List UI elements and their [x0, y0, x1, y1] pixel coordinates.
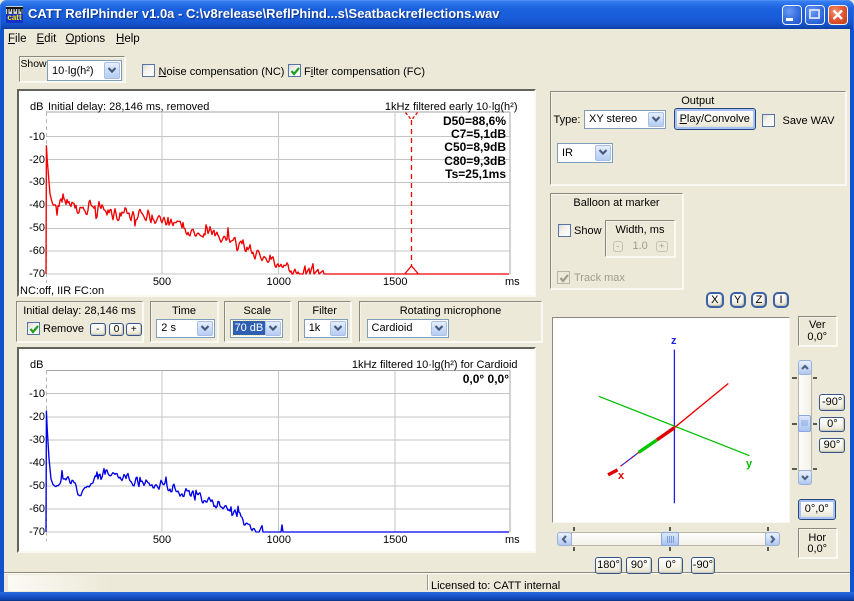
svg-text:x: x [618, 470, 625, 482]
svg-text:y: y [746, 458, 753, 470]
svg-text:z: z [671, 335, 677, 347]
